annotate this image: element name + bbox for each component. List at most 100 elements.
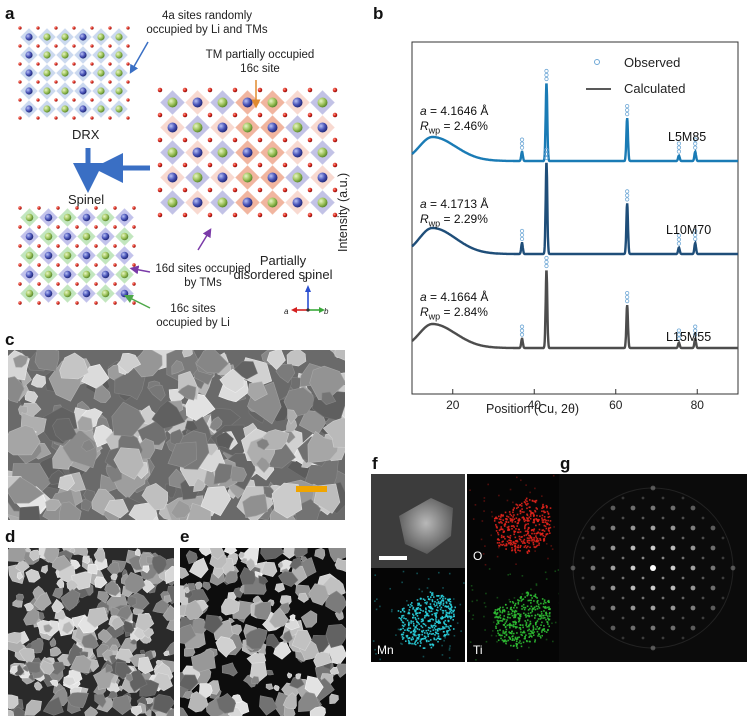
- diffraction-spot: [601, 516, 605, 520]
- diffraction-spot: [670, 625, 676, 631]
- observed-point: [544, 263, 549, 269]
- diffraction-spot: [630, 625, 636, 631]
- diffraction-spot: [581, 576, 585, 580]
- diffraction-spot: [570, 565, 576, 571]
- label-spinel: Spinel: [68, 192, 105, 207]
- xrd-chart: 20 40 60 80: [411, 41, 739, 412]
- diffraction-spot: [590, 565, 596, 571]
- observed-point: [625, 290, 630, 296]
- diffraction-spot: [581, 596, 585, 600]
- diffraction-spot: [710, 565, 716, 571]
- diffraction-spot: [641, 576, 645, 580]
- diffraction-spot: [610, 505, 616, 511]
- observed-point: [693, 332, 698, 337]
- pointer-arrow-4a: [129, 41, 149, 74]
- diffraction-spot: [701, 536, 705, 540]
- observed-point: [676, 336, 682, 341]
- diffraction-spot: [641, 536, 645, 540]
- observed-point: [676, 237, 682, 242]
- diffraction-spot: [661, 536, 665, 540]
- observed-point: [693, 137, 698, 142]
- diffraction-spot: [661, 496, 665, 500]
- diffraction-spot: [641, 496, 645, 500]
- label-16d-sites: 16d sites occupied by TMs: [155, 263, 251, 289]
- diffraction-spot: [601, 576, 605, 580]
- diffraction-spot: [641, 636, 645, 640]
- observed-point: [544, 255, 549, 261]
- diffraction-spot: [690, 625, 696, 631]
- diffraction-spot: [641, 516, 645, 520]
- xrd-series-3: [411, 270, 738, 350]
- observed-point: [693, 145, 698, 150]
- axis-triad: [291, 285, 325, 313]
- haadf-image: [371, 474, 465, 568]
- observed-point: [676, 149, 682, 154]
- diffraction-spot: [690, 545, 696, 551]
- diffraction-spot: [650, 505, 656, 511]
- diffraction-spot: [681, 516, 685, 520]
- diffraction-spot: [661, 596, 665, 600]
- diffraction-spot: [630, 585, 636, 591]
- diffraction-spot: [661, 516, 665, 520]
- diffraction-spot: [630, 505, 636, 511]
- diffraction-spot: [710, 585, 716, 591]
- o-map-label: O: [473, 549, 483, 563]
- observed-point: [693, 232, 698, 238]
- crystal-structure-diagram: [18, 26, 338, 313]
- diffraction-spot: [730, 565, 736, 571]
- diffraction-spot: [650, 525, 656, 531]
- diffraction-spot: [690, 565, 696, 571]
- diffraction-spot: [610, 545, 616, 551]
- x-tick-label: 40: [528, 398, 542, 412]
- annot-s2: a = 4.1713 Å Rwp = 2.29%: [420, 197, 489, 229]
- diffraction-spot: [621, 636, 625, 640]
- legend-observed: Observed: [624, 55, 681, 70]
- observed-point: [544, 155, 549, 161]
- observed-point: [519, 137, 525, 142]
- diffraction-spot: [621, 536, 625, 540]
- diffraction-spot: [650, 585, 656, 591]
- observed-point: [519, 228, 525, 234]
- observed-point: [544, 259, 549, 265]
- observed-point: [625, 112, 630, 117]
- diffraction-spot: [701, 556, 705, 560]
- diffraction-spot: [630, 545, 636, 551]
- observed-point: [625, 294, 630, 300]
- observed-point: [676, 145, 682, 150]
- x-tick-label: 20: [446, 398, 460, 412]
- diffraction-spot: [721, 596, 725, 600]
- diffraction-spot: [670, 525, 676, 531]
- diffraction-spot: [621, 596, 625, 600]
- legend-marker-observed: [594, 59, 600, 65]
- diffraction-spot: [621, 496, 625, 500]
- legend-calculated: Calculated: [624, 81, 686, 96]
- diffraction-spot: [610, 625, 616, 631]
- diffraction-spot: [681, 496, 685, 500]
- diffraction-spot: [690, 525, 696, 531]
- diffraction-spot: [710, 605, 716, 611]
- diffraction-spot: [590, 585, 596, 591]
- diffraction-spot: [650, 605, 656, 611]
- ti-map-label: Ti: [473, 643, 483, 657]
- diffraction-spot: [681, 636, 685, 640]
- diffraction-spot: [590, 605, 596, 611]
- diffraction-spot: [601, 596, 605, 600]
- sem-image-c: [8, 350, 345, 520]
- x-axis-label: Position (Cu, 2θ): [486, 402, 580, 416]
- observed-point: [519, 332, 525, 337]
- xrd-series-2: [411, 162, 738, 256]
- diffraction-spot: [681, 576, 685, 580]
- diffraction-spot: [721, 536, 725, 540]
- label-tm-16c: TM partially occupied 16c site: [205, 49, 315, 75]
- axis-a-label: a: [284, 307, 289, 316]
- diffraction-spot: [661, 576, 665, 580]
- diffraction-spot: [581, 556, 585, 560]
- observed-point: [519, 236, 525, 242]
- observed-point: [519, 328, 525, 333]
- sem-image-e: [180, 548, 346, 716]
- observed-point: [544, 68, 549, 74]
- observed-point: [625, 104, 630, 109]
- annot-s3: a = 4.1664 Å Rwp = 2.84%: [420, 290, 489, 322]
- observed-point: [676, 233, 682, 238]
- diffraction-spot: [670, 605, 676, 611]
